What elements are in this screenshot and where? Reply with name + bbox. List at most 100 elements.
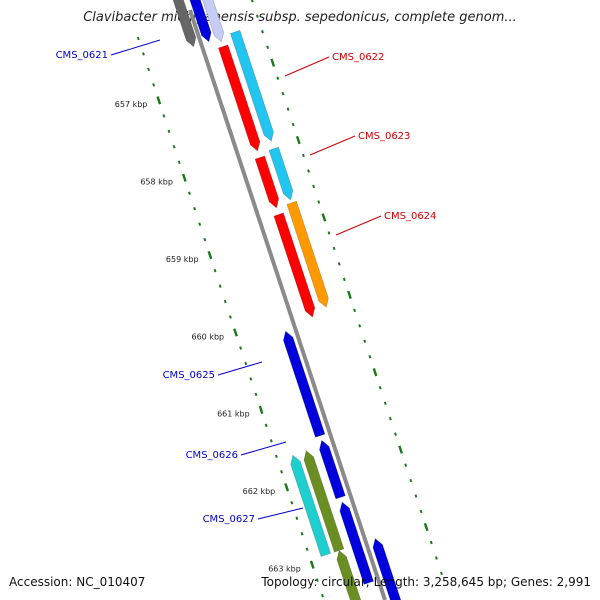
minor-tick <box>269 439 273 443</box>
leader-line <box>110 39 161 56</box>
minor-tick <box>383 401 387 405</box>
minor-tick <box>378 385 382 390</box>
feature-cms0621[interactable] <box>187 0 212 43</box>
major-tick <box>233 328 238 337</box>
major-tick <box>207 250 213 260</box>
major-tick <box>156 96 162 105</box>
minor-tick <box>152 83 156 87</box>
feature-cms0624-cds[interactable] <box>286 200 329 308</box>
minor-tick <box>203 237 207 242</box>
leader-line <box>284 56 330 77</box>
leader-line <box>217 361 263 376</box>
minor-tick <box>147 67 150 72</box>
minor-tick <box>249 377 253 381</box>
minor-tick <box>291 122 295 127</box>
feature-cms0622-cds[interactable] <box>230 30 274 142</box>
minor-tick <box>327 231 331 235</box>
feature-cms0624-gene[interactable] <box>273 212 316 318</box>
leader-line <box>257 507 304 520</box>
gene-label[interactable]: CMS_0622 <box>332 52 384 63</box>
gene-label[interactable]: CMS_0625 <box>163 370 215 381</box>
major-tick <box>423 522 429 532</box>
minor-tick <box>261 30 264 34</box>
major-tick <box>372 368 378 377</box>
major-tick <box>295 135 301 145</box>
minor-tick <box>162 114 166 118</box>
major-tick <box>398 445 403 454</box>
minor-tick <box>250 0 254 3</box>
minor-tick <box>264 423 268 428</box>
topology-summary: Topology: circular; Length: 3,258,645 bp… <box>261 575 591 589</box>
major-tick <box>270 58 276 67</box>
scale-label: 660 kbp <box>192 332 225 341</box>
minor-tick <box>244 361 248 366</box>
minor-tick <box>305 547 309 551</box>
minor-tick <box>142 52 145 56</box>
minor-tick <box>388 416 392 421</box>
minor-tick <box>188 191 191 195</box>
feature-cms0622-gene[interactable] <box>218 44 261 152</box>
scale-label: 663 kbp <box>268 564 301 573</box>
minor-tick <box>429 540 433 545</box>
minor-tick <box>172 145 176 149</box>
feature-olive-a[interactable] <box>303 450 345 553</box>
backbone-layer <box>188 9 387 600</box>
minor-tick <box>404 463 408 467</box>
minor-tick <box>198 222 202 226</box>
minor-tick <box>312 184 316 189</box>
minor-tick <box>358 324 362 328</box>
leader-line <box>240 441 287 456</box>
accession-text: Accession: NC_010407 <box>9 575 146 589</box>
scale-label: 659 kbp <box>166 255 199 264</box>
scale-label: 661 kbp <box>217 410 250 419</box>
feature-cms0625[interactable] <box>283 330 326 438</box>
minor-tick <box>136 36 140 41</box>
major-tick <box>321 213 327 222</box>
minor-tick <box>223 299 227 304</box>
feature-tail[interactable] <box>372 538 405 600</box>
feature-olive-b[interactable] <box>336 549 369 600</box>
minor-tick <box>337 262 341 266</box>
feature-teal-a[interactable] <box>290 454 331 557</box>
feature-gray[interactable] <box>171 0 197 48</box>
minor-tick <box>193 206 197 211</box>
minor-tick <box>254 392 258 397</box>
minor-tick <box>280 470 283 474</box>
minor-tick <box>301 153 305 158</box>
minor-tick <box>239 346 243 350</box>
minor-tick <box>414 494 418 498</box>
scale-label: 658 kbp <box>140 178 173 187</box>
minor-tick <box>266 45 270 49</box>
gene-label[interactable]: CMS_0621 <box>56 50 108 61</box>
feature-faded[interactable] <box>198 0 225 43</box>
minor-tick <box>440 571 443 576</box>
feature-cms0627[interactable] <box>339 501 374 585</box>
gene-features <box>171 0 405 600</box>
gene-label[interactable]: CMS_0623 <box>358 131 410 142</box>
minor-tick <box>213 268 217 273</box>
major-tick <box>181 173 187 182</box>
minor-tick <box>286 107 290 111</box>
feature-cms0626[interactable] <box>319 439 346 500</box>
scale-label: 657 kbp <box>115 100 148 109</box>
gene-label[interactable]: CMS_0627 <box>203 514 255 525</box>
feature-cms0623-gene[interactable] <box>254 155 280 209</box>
minor-tick <box>295 516 299 520</box>
major-tick <box>284 483 290 492</box>
minor-tick <box>177 160 181 165</box>
feature-cms0623-cds[interactable] <box>268 146 294 201</box>
minor-tick <box>276 76 280 80</box>
major-tick <box>258 405 264 415</box>
leader-line <box>309 135 356 156</box>
scale-label: 662 kbp <box>243 487 276 496</box>
gene-label[interactable]: CMS_0624 <box>384 211 436 222</box>
minor-tick <box>255 14 259 19</box>
minor-tick <box>281 91 285 96</box>
minor-tick <box>368 355 372 359</box>
minor-tick <box>218 284 222 288</box>
minor-tick <box>300 531 304 536</box>
minor-tick <box>228 315 232 319</box>
gene-label[interactable]: CMS_0626 <box>186 450 238 461</box>
minor-tick <box>321 593 324 598</box>
